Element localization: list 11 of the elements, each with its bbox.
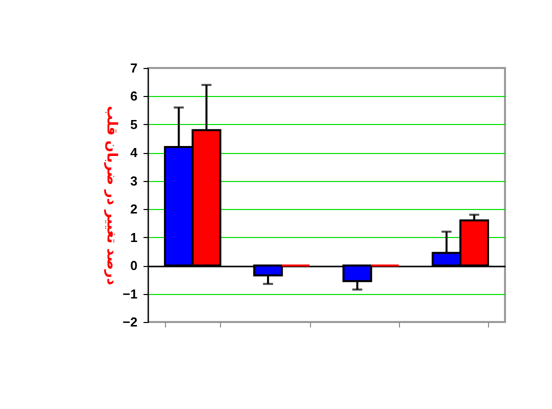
y-tick-label: 1 [130,230,138,245]
y-tick-label: −2 [122,314,138,330]
y-tick-label: −1 [122,286,138,302]
y-tick-label: 7 [130,60,138,76]
y-axis-title: درصد تغییر در ضربان قلب [104,106,120,286]
y-tick-label: 6 [130,88,138,104]
y-tick-label: 4 [130,145,138,160]
y-tick-label: 5 [130,116,138,132]
y-tick-label: 0 [130,258,138,274]
y-tick-label: 3 [130,173,138,188]
y-tick-label: 2 [130,202,138,217]
